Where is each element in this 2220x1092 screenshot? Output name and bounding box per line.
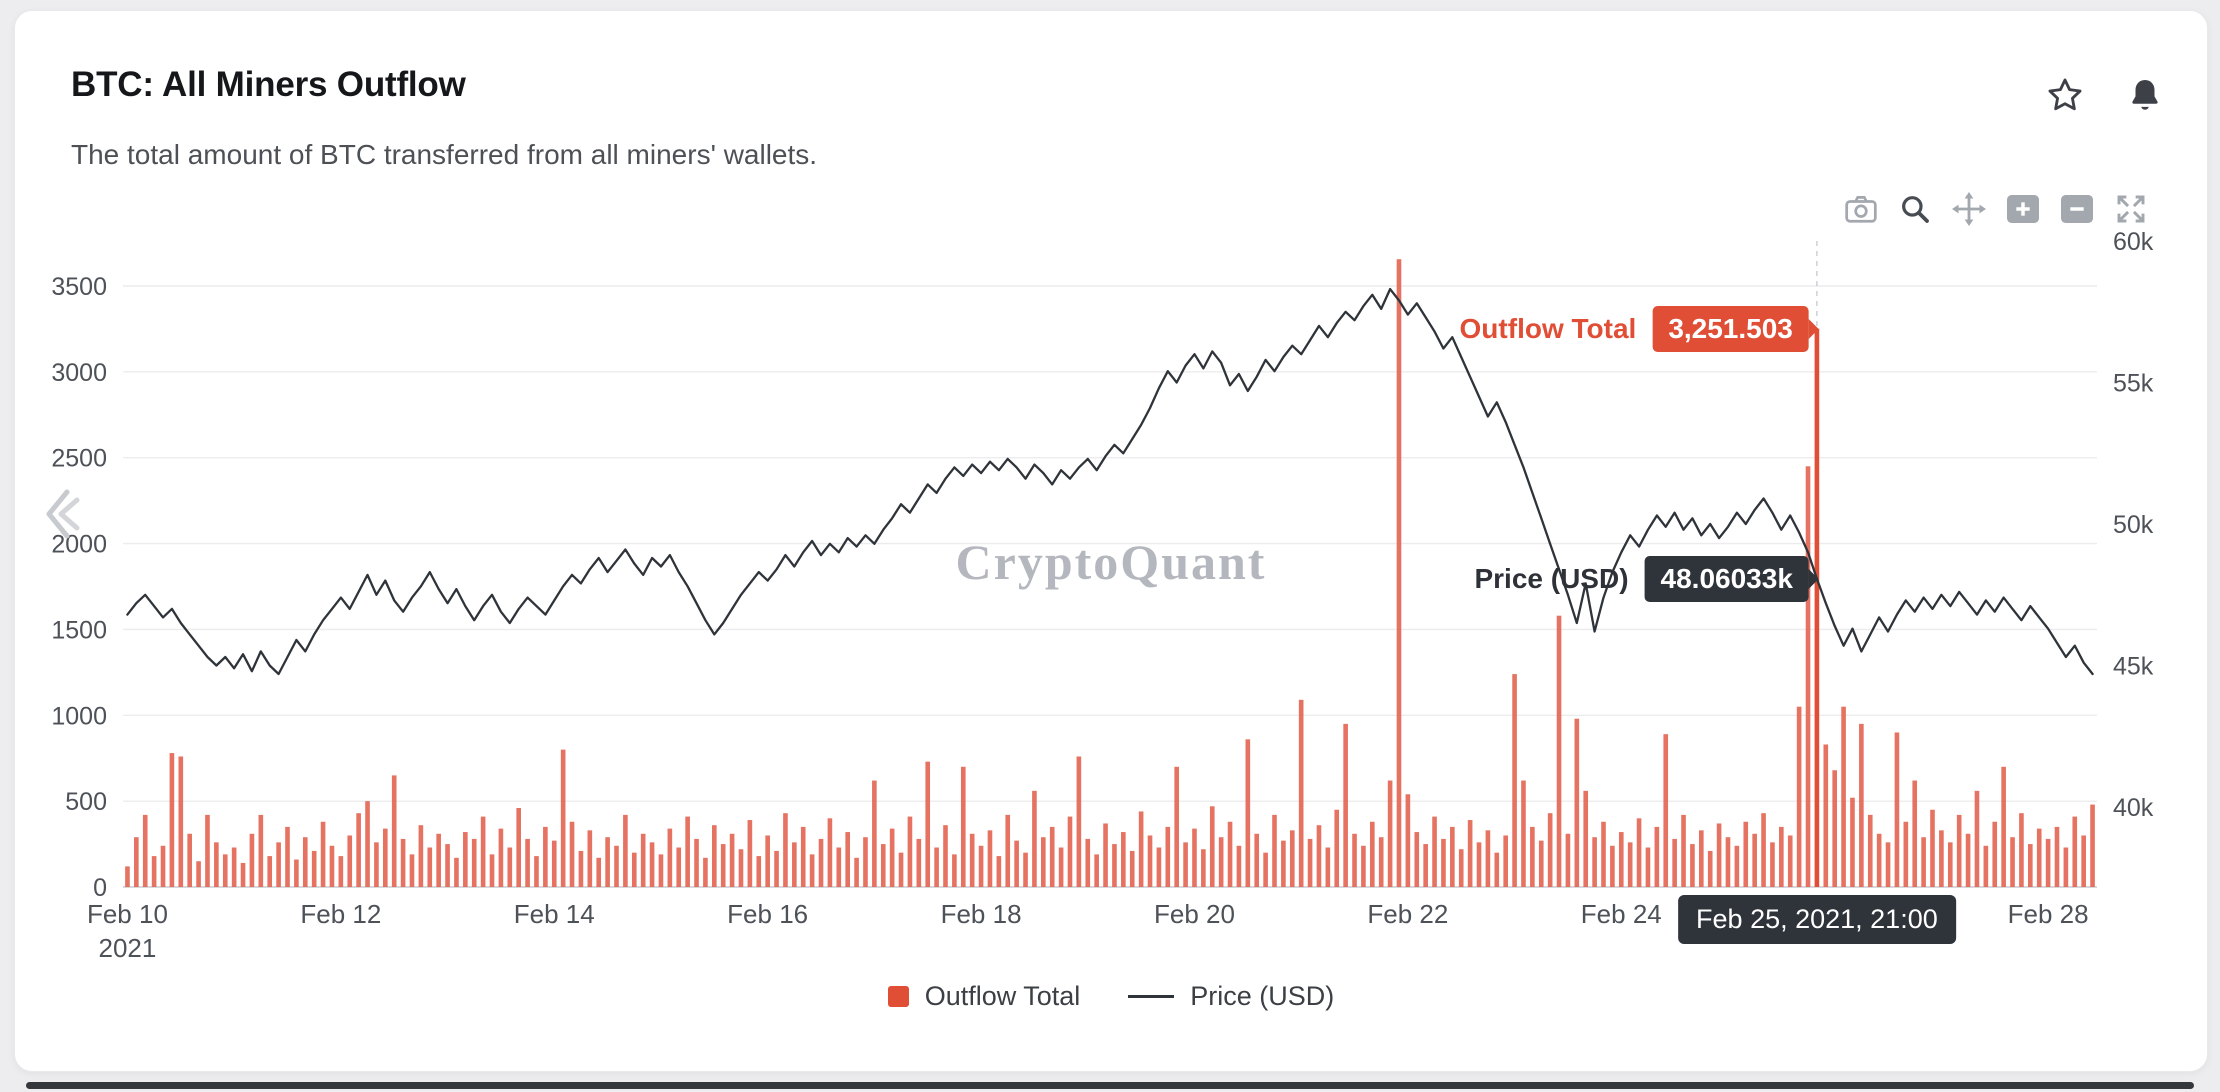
svg-text:45k: 45k: [2113, 653, 2154, 681]
notifications-button[interactable]: [2123, 73, 2167, 117]
svg-text:0: 0: [93, 874, 107, 902]
svg-text:1500: 1500: [51, 616, 107, 644]
chevron-left-icon: [46, 489, 80, 539]
download-snapshot-button[interactable]: [1841, 191, 1881, 227]
legend-price-label: Price (USD): [1190, 981, 1335, 1011]
svg-text:Feb 28: Feb 28: [2008, 899, 2089, 929]
svg-text:500: 500: [65, 788, 107, 816]
zoom-in-button[interactable]: [2003, 191, 2043, 227]
bar-swatch-icon: [887, 986, 909, 1007]
svg-text:Feb 16: Feb 16: [727, 899, 808, 929]
svg-text:Feb 10: Feb 10: [87, 899, 168, 929]
svg-text:3500: 3500: [51, 273, 107, 301]
minus-square-icon: [2061, 195, 2093, 223]
svg-text:40k: 40k: [2113, 794, 2154, 822]
svg-text:Feb 22: Feb 22: [1367, 899, 1448, 929]
legend-item-price[interactable]: Price (USD): [1128, 981, 1334, 1012]
svg-text:2000: 2000: [51, 531, 107, 559]
chart-toolbar: [1841, 191, 2151, 227]
camera-icon: [1845, 196, 1877, 223]
chart-area[interactable]: CryptoQuant 0 500 1000 1500 2000 2500 3000 3500…: [15, 11, 2207, 1071]
svg-text:3000: 3000: [51, 359, 107, 387]
tooltip-outflow: Outflow Total 3,251.503: [1459, 305, 1809, 352]
pan-mode-button[interactable]: [1949, 191, 1989, 227]
legend-outflow-label: Outflow Total: [924, 981, 1081, 1011]
chart-plot[interactable]: 0 500 1000 1500 2000 2500 3000 3500 40k 45k 50k 55k…: [15, 11, 2207, 1071]
collapse-panel-button[interactable]: [41, 484, 81, 547]
tooltip-price-label: Price (USD): [1474, 562, 1629, 594]
zoom-out-button[interactable]: [2057, 191, 2097, 227]
tooltip-price: Price (USD) 48.06033k: [1474, 555, 1809, 602]
plus-square-icon: [2007, 195, 2039, 223]
pan-arrows-icon: [1952, 192, 1986, 226]
chart-card: BTC: All Miners Outflow The total amount…: [14, 10, 2208, 1072]
zoom-mode-button[interactable]: [1895, 191, 1935, 227]
magnifier-icon: [1902, 196, 1929, 223]
svg-text:60k: 60k: [2113, 228, 2154, 256]
tooltip-price-value-badge: 48.06033k: [1644, 555, 1809, 602]
svg-text:Feb 20: Feb 20: [1154, 899, 1235, 929]
svg-text:2500: 2500: [51, 445, 107, 473]
star-icon: [2048, 78, 2082, 111]
header-actions: [2043, 73, 2167, 117]
favorite-button[interactable]: [2043, 73, 2087, 117]
svg-text:1000: 1000: [51, 702, 107, 730]
svg-text:Feb 24: Feb 24: [1581, 899, 1662, 929]
window-bottom-edge: [26, 1082, 2194, 1089]
tooltip-outflow-value-badge: 3,251.503: [1652, 305, 1809, 352]
svg-text:55k: 55k: [2113, 370, 2154, 398]
tooltip-date-badge: Feb 25, 2021, 21:00: [1678, 895, 1956, 944]
line-swatch-icon: [1128, 995, 1175, 998]
svg-text:Feb 18: Feb 18: [941, 899, 1022, 929]
legend-item-outflow[interactable]: Outflow Total: [887, 981, 1081, 1012]
tooltip-outflow-label: Outflow Total: [1459, 312, 1637, 344]
expand-arrows-icon: [2117, 195, 2145, 223]
bell-icon: [2132, 79, 2158, 110]
svg-text:50k: 50k: [2113, 511, 2154, 539]
svg-text:Feb 12: Feb 12: [300, 899, 381, 929]
page-title: BTC: All Miners Outflow: [71, 65, 466, 104]
reset-axes-button[interactable]: [2111, 191, 2151, 227]
page-subtitle: The total amount of BTC transferred from…: [71, 139, 818, 170]
svg-text:Feb 14: Feb 14: [514, 899, 595, 929]
chart-legend: Outflow Total Price (USD): [15, 981, 2207, 1012]
svg-text:2021: 2021: [99, 933, 157, 963]
